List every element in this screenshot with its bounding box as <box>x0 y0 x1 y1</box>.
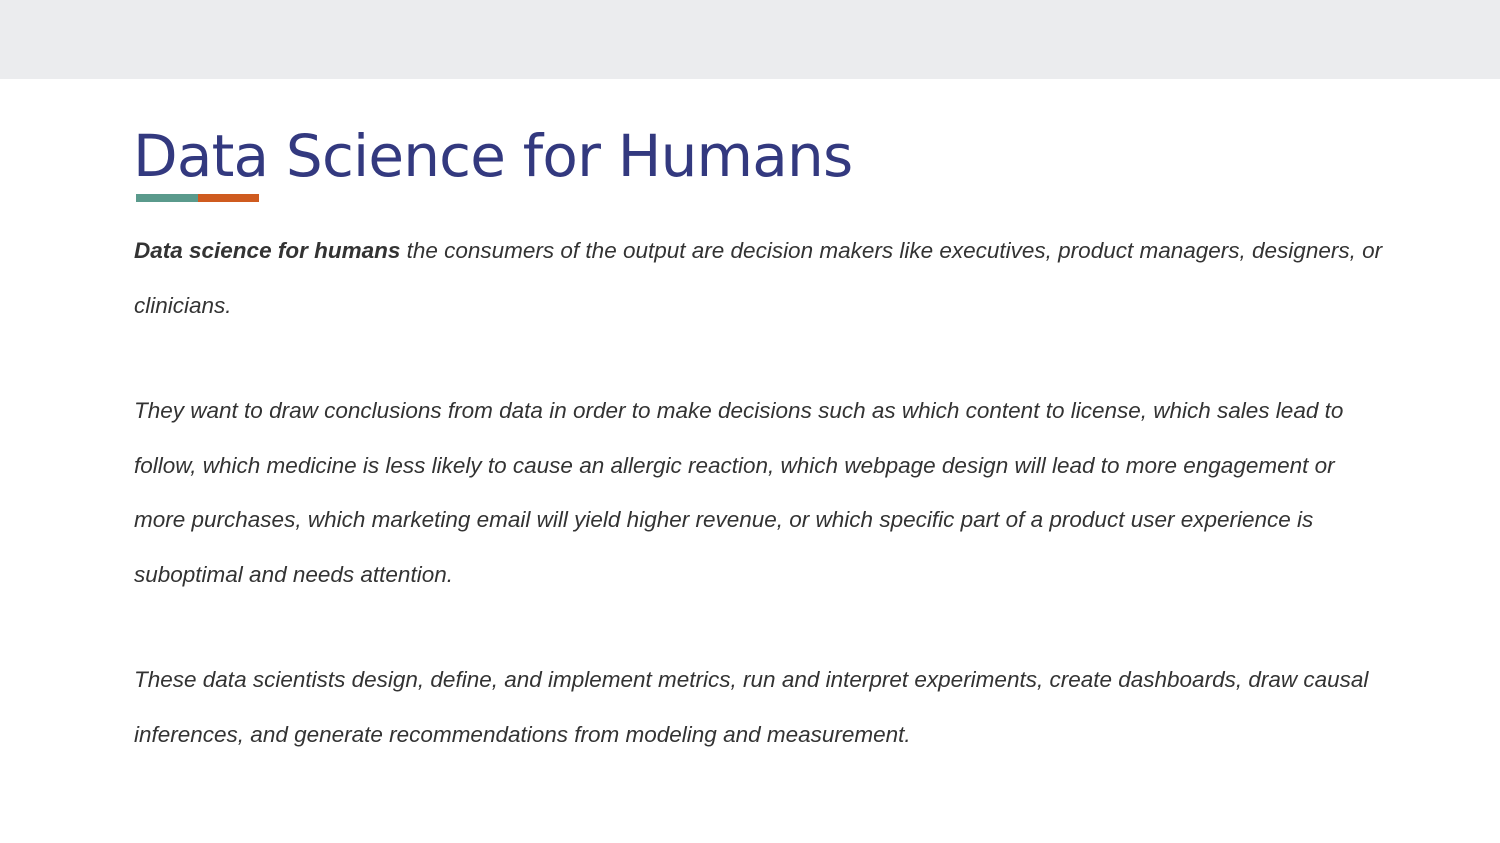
header-band <box>0 0 1500 79</box>
slide-body: Data science for humans the consumers of… <box>134 224 1384 762</box>
accent-bar-right-segment <box>198 194 259 202</box>
lead-term: Data science for humans <box>134 238 401 263</box>
paragraph-2: They want to draw conclusions from data … <box>134 398 1344 587</box>
slide-title: Data Science for Humans <box>133 122 853 190</box>
paragraph-1: Data science for humans the consumers of… <box>134 224 1384 333</box>
title-accent-bar <box>136 194 259 202</box>
accent-bar-left-segment <box>136 194 198 202</box>
paragraph-3: These data scientists design, define, an… <box>134 667 1369 747</box>
paragraph-1-text: the consumers of the output are decision… <box>134 238 1383 318</box>
